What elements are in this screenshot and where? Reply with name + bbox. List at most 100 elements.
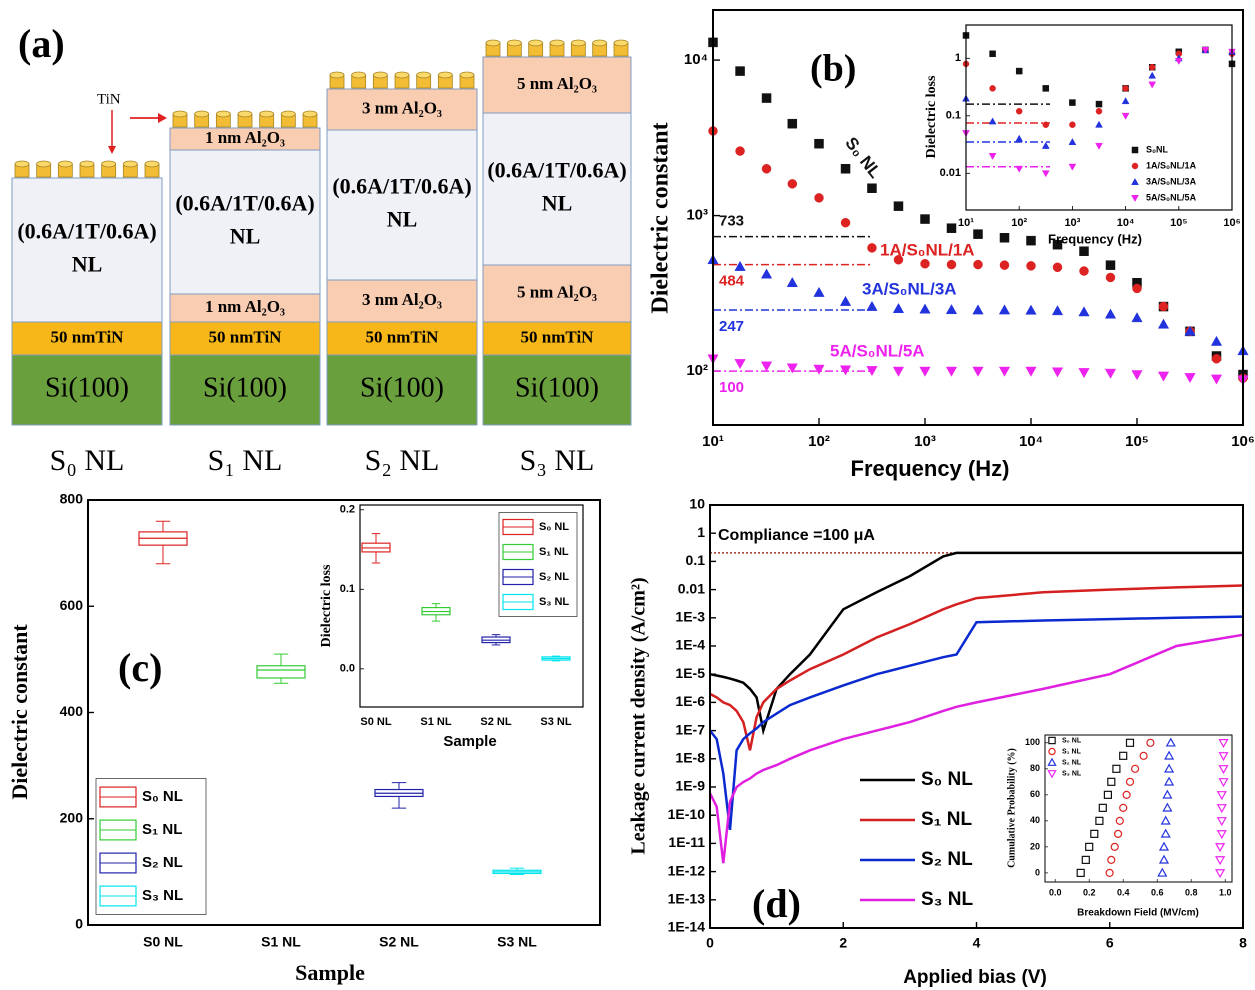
marker — [1076, 868, 1085, 877]
tin-pad-top — [394, 71, 410, 79]
layer-label: Si(100) — [515, 372, 599, 403]
layer-label: (0.6A/1T/0.6A) — [487, 158, 626, 183]
legend-label: 3A/S₀NL/3A — [1146, 176, 1197, 186]
marker — [1218, 765, 1229, 775]
y-tick-label: 0.0 — [340, 663, 355, 675]
y-tick-label: 1E-14 — [668, 919, 706, 935]
layer-label: Si(100) — [360, 372, 444, 403]
legend-marker — [1131, 146, 1139, 154]
marker — [1184, 373, 1196, 384]
marker — [1216, 830, 1227, 840]
marker — [840, 217, 851, 228]
x-tick-label: 0.0 — [1049, 887, 1062, 897]
marker — [1160, 815, 1171, 825]
legend-label: 1A/S₀NL/1A — [1146, 160, 1197, 170]
y-tick-label: 800 — [60, 491, 84, 507]
arrow-head — [108, 146, 116, 154]
y-axis-label: Cumulative Probability (%) — [1006, 748, 1017, 868]
tin-pad-top — [144, 160, 160, 168]
layer-label: 1 nm Al₂O₃ — [205, 128, 285, 147]
series-label: 1A/S₀NL/1A — [880, 240, 975, 259]
marker — [998, 366, 1011, 377]
legend-marker — [1047, 757, 1057, 766]
marker — [892, 302, 905, 313]
x-tick-label: 10¹ — [702, 433, 724, 450]
marker — [1215, 856, 1226, 866]
legend-marker — [1131, 195, 1139, 202]
marker — [1095, 120, 1103, 128]
x-tick-label: S1 NL — [420, 716, 451, 728]
legend-label: S₃ NL — [1062, 770, 1082, 777]
tin-pad-top — [122, 160, 138, 168]
x-tick-label: 8 — [1239, 935, 1247, 951]
tin-pad-top — [302, 110, 318, 118]
layer — [11, 177, 163, 323]
marker — [1103, 790, 1113, 799]
layer-label: NL — [230, 224, 261, 249]
marker — [866, 300, 878, 311]
marker — [1107, 855, 1116, 864]
sample-name: S₂ NL — [365, 444, 440, 477]
compliance-label: Compliance =100 μA — [718, 527, 875, 544]
marker — [1218, 778, 1229, 788]
marker — [1079, 266, 1089, 276]
marker — [893, 201, 904, 211]
marker — [1121, 112, 1130, 120]
tin-pad-top — [506, 39, 522, 47]
tin-pad-top — [280, 110, 296, 118]
x-tick-label: 10⁵ — [1125, 433, 1149, 450]
series-label: 5A/S₀NL/5A — [830, 341, 925, 360]
marker — [761, 93, 772, 103]
marker — [1130, 764, 1140, 773]
legend-frame — [95, 778, 207, 915]
box — [256, 665, 306, 679]
y-tick-label: 0.1 — [340, 583, 355, 595]
tin-pad-top — [79, 160, 95, 168]
layer-label: 5 nm Al₂O₃ — [517, 74, 597, 93]
marker — [1139, 751, 1148, 760]
marker — [1165, 737, 1176, 747]
marker — [1095, 100, 1103, 108]
marker — [1215, 843, 1226, 853]
layer-label: 5 nm Al₂O₃ — [517, 282, 597, 301]
series-line — [708, 633, 1244, 864]
x-tick-label: 10⁵ — [1170, 217, 1187, 229]
tin-pad-top — [259, 110, 275, 118]
x-tick-label: 0.4 — [1117, 887, 1130, 897]
marker — [1069, 99, 1076, 106]
marker — [946, 259, 957, 270]
layer — [482, 112, 632, 266]
marker — [1095, 108, 1103, 115]
marker — [1157, 371, 1170, 382]
layer-label: 3 nm Al₂O₃ — [362, 98, 442, 117]
x-tick-label: 0.6 — [1151, 887, 1164, 897]
marker — [1105, 260, 1116, 270]
layer-label: NL — [72, 252, 103, 277]
layer — [326, 354, 478, 426]
marker — [919, 303, 931, 314]
y-tick-label: 40 — [1030, 815, 1040, 825]
legend-label: S₃ NL — [921, 889, 973, 910]
marker — [1015, 165, 1024, 173]
y-tick-label: 0 — [1035, 867, 1040, 877]
x-axis-label: Frequency (Hz) — [1048, 231, 1142, 246]
marker — [1069, 121, 1076, 128]
arrow-head — [158, 113, 167, 123]
marker — [1121, 97, 1130, 105]
y-tick-label: 0.1 — [686, 552, 706, 568]
layer-label: Si(100) — [45, 372, 129, 403]
layer-label: (0.6A/1T/0.6A) — [332, 174, 471, 199]
y-axis-label: Leakage current density (A/cm²) — [628, 577, 650, 854]
y-axis-label: Dielectric constant — [648, 122, 674, 313]
sample-name: S₁ NL — [208, 444, 283, 477]
marker — [735, 146, 745, 156]
marker — [760, 361, 773, 372]
marker — [1079, 246, 1089, 256]
inset-background — [966, 25, 1232, 210]
tin-pad-top — [57, 160, 73, 168]
y-tick-label: 1E-12 — [668, 862, 706, 878]
marker — [1112, 764, 1121, 773]
marker — [1148, 63, 1156, 71]
x-tick-label: S2 NL — [480, 716, 511, 728]
legend-label: 5A/S₀NL/5A — [1146, 192, 1197, 202]
